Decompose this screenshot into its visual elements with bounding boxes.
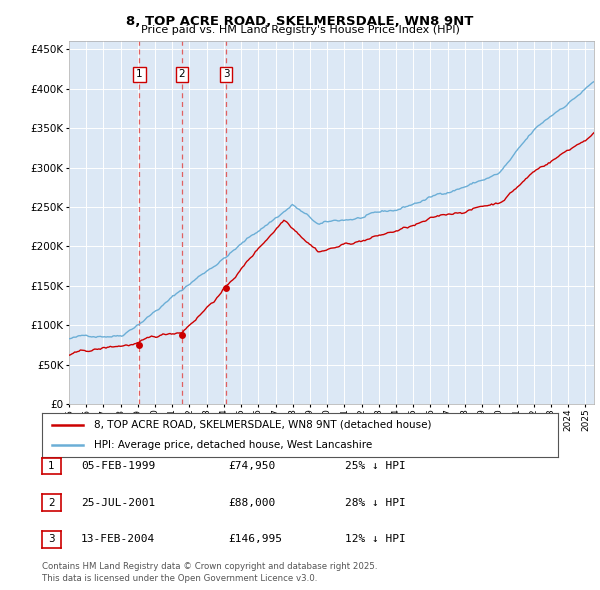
Text: 1: 1: [136, 70, 143, 80]
Text: £74,950: £74,950: [228, 461, 275, 471]
Text: 25-JUL-2001: 25-JUL-2001: [81, 498, 155, 507]
Text: HPI: Average price, detached house, West Lancashire: HPI: Average price, detached house, West…: [94, 440, 372, 450]
Text: 05-FEB-1999: 05-FEB-1999: [81, 461, 155, 471]
Text: 3: 3: [223, 70, 229, 80]
Text: 2: 2: [179, 70, 185, 80]
Text: 8, TOP ACRE ROAD, SKELMERSDALE, WN8 9NT (detached house): 8, TOP ACRE ROAD, SKELMERSDALE, WN8 9NT …: [94, 420, 431, 430]
Text: 2: 2: [48, 498, 55, 507]
Text: 12% ↓ HPI: 12% ↓ HPI: [345, 535, 406, 544]
Text: 3: 3: [48, 535, 55, 544]
Text: Price paid vs. HM Land Registry's House Price Index (HPI): Price paid vs. HM Land Registry's House …: [140, 25, 460, 35]
Text: 13-FEB-2004: 13-FEB-2004: [81, 535, 155, 544]
Text: 28% ↓ HPI: 28% ↓ HPI: [345, 498, 406, 507]
Text: 8, TOP ACRE ROAD, SKELMERSDALE, WN8 9NT: 8, TOP ACRE ROAD, SKELMERSDALE, WN8 9NT: [127, 15, 473, 28]
Text: £146,995: £146,995: [228, 535, 282, 544]
Text: This data is licensed under the Open Government Licence v3.0.: This data is licensed under the Open Gov…: [42, 574, 317, 583]
Text: Contains HM Land Registry data © Crown copyright and database right 2025.: Contains HM Land Registry data © Crown c…: [42, 562, 377, 571]
Text: 1: 1: [48, 461, 55, 471]
Text: £88,000: £88,000: [228, 498, 275, 507]
Text: 25% ↓ HPI: 25% ↓ HPI: [345, 461, 406, 471]
